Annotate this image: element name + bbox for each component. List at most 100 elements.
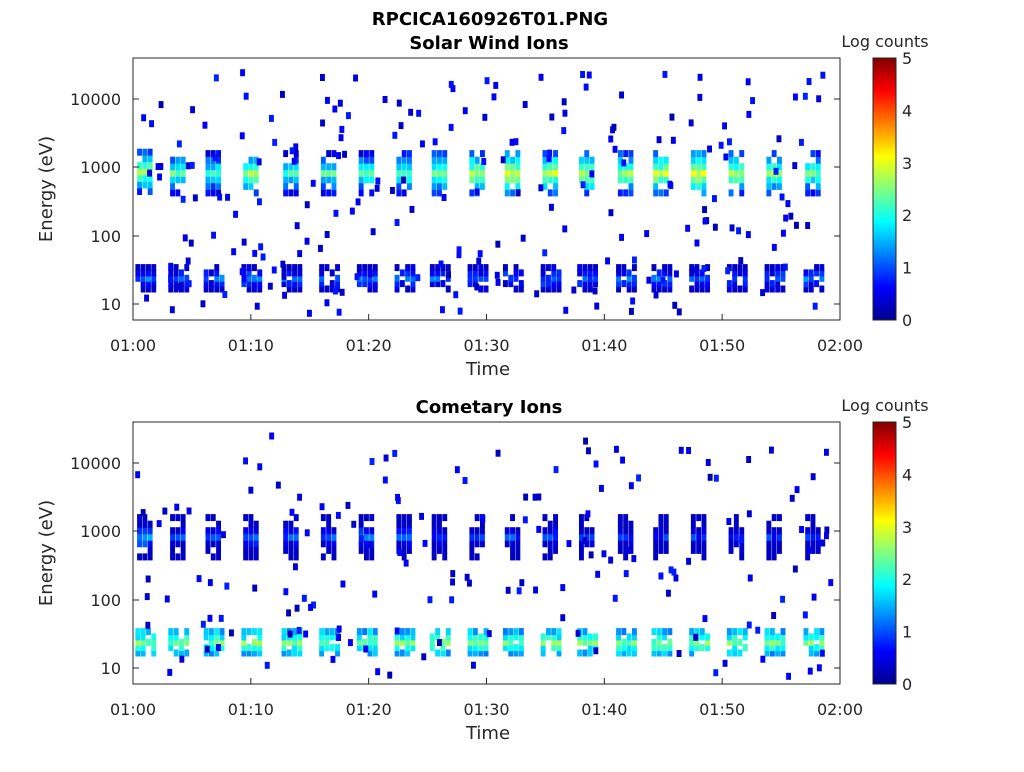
heatmap-cell bbox=[362, 269, 368, 277]
heatmap-cell bbox=[188, 239, 194, 247]
heatmap-cell bbox=[297, 638, 303, 646]
heatmap-cell bbox=[362, 628, 368, 636]
heatmap-cell bbox=[732, 280, 738, 288]
heatmap-cell bbox=[580, 71, 585, 78]
heatmap-cell bbox=[697, 73, 703, 81]
heatmap-cell bbox=[579, 514, 584, 522]
heatmap-cell bbox=[523, 493, 529, 501]
heatmap-cell bbox=[293, 563, 298, 571]
heatmap-cell bbox=[471, 661, 476, 669]
heatmap-cell bbox=[595, 570, 601, 578]
heatmap-cell bbox=[364, 163, 369, 171]
heatmap-cell bbox=[364, 546, 369, 554]
heatmap-cell bbox=[170, 176, 175, 184]
heatmap-cell bbox=[702, 615, 708, 623]
heatmap-cell bbox=[480, 540, 485, 548]
heatmap-cell bbox=[401, 169, 407, 177]
heatmap-cell bbox=[686, 557, 691, 565]
heatmap-cell bbox=[701, 176, 707, 184]
heatmap-cell bbox=[173, 264, 179, 272]
heatmap-cell bbox=[398, 122, 404, 130]
heatmap-cell bbox=[769, 269, 775, 277]
heatmap-cell bbox=[810, 540, 816, 548]
heatmap-cell bbox=[561, 127, 567, 135]
heatmap-cell bbox=[362, 274, 368, 282]
heatmap-cell bbox=[577, 633, 583, 641]
heatmap-cell bbox=[722, 122, 727, 130]
heatmap-cell bbox=[513, 138, 519, 146]
heatmap-cell bbox=[252, 649, 257, 657]
heatmap-cell bbox=[542, 514, 548, 522]
heatmap-cell bbox=[712, 223, 718, 231]
heatmap-cell bbox=[690, 527, 696, 535]
heatmap-cell bbox=[203, 649, 209, 657]
heatmap-cell bbox=[351, 520, 357, 528]
heatmap-cell bbox=[399, 280, 405, 288]
heatmap-cell bbox=[658, 546, 664, 554]
heatmap-cell bbox=[824, 526, 830, 534]
heatmap-cell bbox=[547, 169, 553, 177]
heatmap-cell bbox=[184, 285, 190, 293]
heatmap-cell bbox=[538, 184, 544, 192]
heatmap-cell bbox=[472, 638, 478, 646]
colorbar-tick-label: 3 bbox=[902, 518, 912, 537]
heatmap-cell bbox=[147, 533, 153, 541]
heatmap-cell bbox=[777, 546, 782, 554]
heatmap-cell bbox=[632, 633, 637, 641]
heatmap-cell bbox=[140, 274, 146, 282]
heatmap-cell bbox=[805, 553, 811, 561]
heatmap-cell bbox=[367, 280, 373, 288]
heatmap-cell bbox=[586, 71, 592, 79]
heatmap-cell bbox=[587, 633, 593, 641]
heatmap-cell bbox=[803, 633, 809, 641]
heatmap-cell bbox=[214, 628, 220, 636]
heatmap-cell bbox=[510, 156, 515, 164]
heatmap-cell bbox=[771, 163, 777, 171]
heatmap-cell bbox=[281, 638, 287, 646]
heatmap-cell bbox=[736, 227, 741, 235]
heatmap-cell bbox=[510, 169, 515, 177]
axes: 01:00 01:10 01:20 01:30 01:40 01:50 02:0010100… bbox=[70, 454, 863, 719]
heatmap-cell bbox=[663, 520, 669, 528]
y-tick-label: 10 bbox=[101, 659, 121, 678]
heatmap-cell bbox=[372, 285, 378, 293]
heatmap-cell bbox=[283, 189, 289, 197]
heatmap-cell bbox=[810, 169, 816, 177]
heatmap-cell bbox=[733, 169, 739, 177]
heatmap-cell bbox=[739, 527, 745, 535]
heatmap-cell bbox=[173, 280, 179, 288]
heatmap-cell bbox=[135, 269, 141, 277]
heatmap-cell bbox=[737, 269, 743, 277]
heatmap-cell bbox=[184, 649, 190, 657]
heatmap-cell bbox=[732, 274, 738, 282]
heatmap-cell bbox=[733, 156, 739, 164]
heatmap-cell bbox=[469, 156, 475, 164]
heatmap-cell bbox=[396, 520, 402, 528]
heatmap-cell bbox=[190, 106, 195, 114]
heatmap-cell bbox=[304, 201, 310, 209]
heatmap-cell bbox=[705, 633, 710, 641]
heatmap-cell bbox=[292, 633, 297, 641]
heatmap-cell bbox=[696, 176, 702, 184]
heatmap-cell bbox=[329, 633, 335, 641]
heatmap-cell bbox=[147, 174, 153, 182]
heatmap-cell bbox=[815, 540, 821, 548]
heatmap-cell bbox=[786, 672, 791, 680]
heatmap-cell bbox=[175, 540, 181, 548]
heatmap-cell bbox=[658, 533, 664, 541]
heatmap-cell bbox=[324, 285, 330, 293]
heatmap-cell bbox=[540, 274, 546, 282]
colorbar-tick-label: 0 bbox=[902, 675, 912, 694]
heatmap-cell bbox=[292, 264, 297, 272]
heatmap-cell bbox=[742, 633, 748, 641]
heatmap-cell bbox=[764, 628, 770, 636]
heatmap-cell bbox=[326, 514, 332, 522]
heatmap-cell bbox=[364, 540, 369, 548]
heatmap-cell bbox=[614, 445, 619, 453]
heatmap-cell bbox=[696, 156, 702, 164]
heatmap-cell bbox=[769, 633, 775, 641]
heatmap-cell bbox=[367, 274, 373, 282]
heatmap-cell bbox=[392, 131, 398, 139]
heatmap-cell bbox=[824, 532, 829, 540]
y-tick-label: 100 bbox=[90, 591, 121, 610]
